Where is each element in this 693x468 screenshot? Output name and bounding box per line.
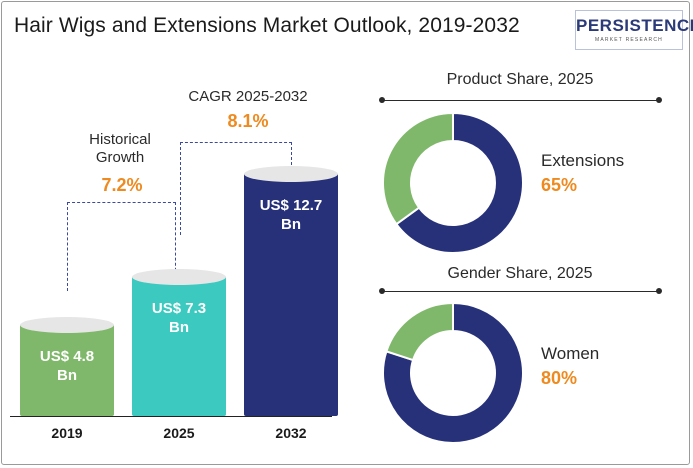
historical-growth-label: Historical Growth xyxy=(70,131,170,167)
donut-1-slice-0 xyxy=(394,111,524,254)
product-share-title: Product Share, 2025 xyxy=(446,71,594,88)
gender-share-divider-dot-right xyxy=(656,288,662,294)
product-share-highlight-label: Extensions xyxy=(541,151,625,170)
brand-logo: PERSISTENCE MARKET RESEARCH xyxy=(575,10,693,50)
historical-label-line1: Historical xyxy=(89,131,151,148)
bar-2032-top xyxy=(244,166,338,182)
bar-2019-value: US$ 4.8 Bn xyxy=(20,347,114,385)
gender-share-highlight-value: 80% xyxy=(541,368,578,388)
historical-connector xyxy=(67,202,176,291)
bar-2025-value: US$ 7.3 Bn xyxy=(132,299,226,337)
bar-2019-value-line2: Bn xyxy=(57,366,77,384)
donut-1-slice-1 xyxy=(382,111,454,226)
x-tick-2032: 2032 xyxy=(275,425,307,441)
cagr-value: 8.1% xyxy=(227,111,269,131)
bar-2025-value-line2: Bn xyxy=(169,318,189,336)
bar-2019-top xyxy=(20,316,114,333)
donut-2-slice-0 xyxy=(382,301,524,444)
product-share-divider xyxy=(383,100,659,101)
product-share-donut xyxy=(382,111,524,254)
bar-2019-value-line1: US$ 4.8 xyxy=(39,347,95,365)
logo-tagline: MARKET RESEARCH xyxy=(595,37,663,43)
x-tick-2025: 2025 xyxy=(163,425,195,441)
bar-2025: US$ 7.3 Bn xyxy=(132,268,226,416)
gender-share-highlight-label: Women xyxy=(541,344,600,363)
bar-2025-value-line1: US$ 7.3 xyxy=(151,299,207,317)
historical-growth-value: 7.2% xyxy=(101,175,143,195)
product-share-highlight-value: 65% xyxy=(541,175,578,195)
gender-share-divider xyxy=(383,291,659,292)
bar-2032-value-line1: US$ 12.7 xyxy=(259,197,323,214)
bar-2032: US$ 12.7 Bn xyxy=(244,166,338,416)
product-share-divider-dot-left xyxy=(379,97,385,103)
gender-share-title: Gender Share, 2025 xyxy=(447,265,593,282)
bar-2032-value: US$ 12.7 Bn xyxy=(244,196,338,234)
x-tick-2019: 2019 xyxy=(51,425,83,441)
bar-2032-value-line2: Bn xyxy=(281,216,301,233)
gender-share-divider-dot-left xyxy=(379,288,385,294)
bar-chart-baseline xyxy=(10,416,332,417)
logo-wordmark: PERSISTENCE xyxy=(576,16,693,35)
donut-2-slice-1 xyxy=(385,301,454,362)
bar-2025-top xyxy=(132,268,226,285)
cagr-label: CAGR 2025-2032 xyxy=(188,88,308,105)
bar-2019: US$ 4.8 Bn xyxy=(20,316,114,416)
page-title: Hair Wigs and Extensions Market Outlook,… xyxy=(14,14,520,37)
product-share-divider-dot-right xyxy=(656,97,662,103)
gender-share-donut xyxy=(382,301,524,444)
historical-label-line2: Growth xyxy=(95,149,145,166)
